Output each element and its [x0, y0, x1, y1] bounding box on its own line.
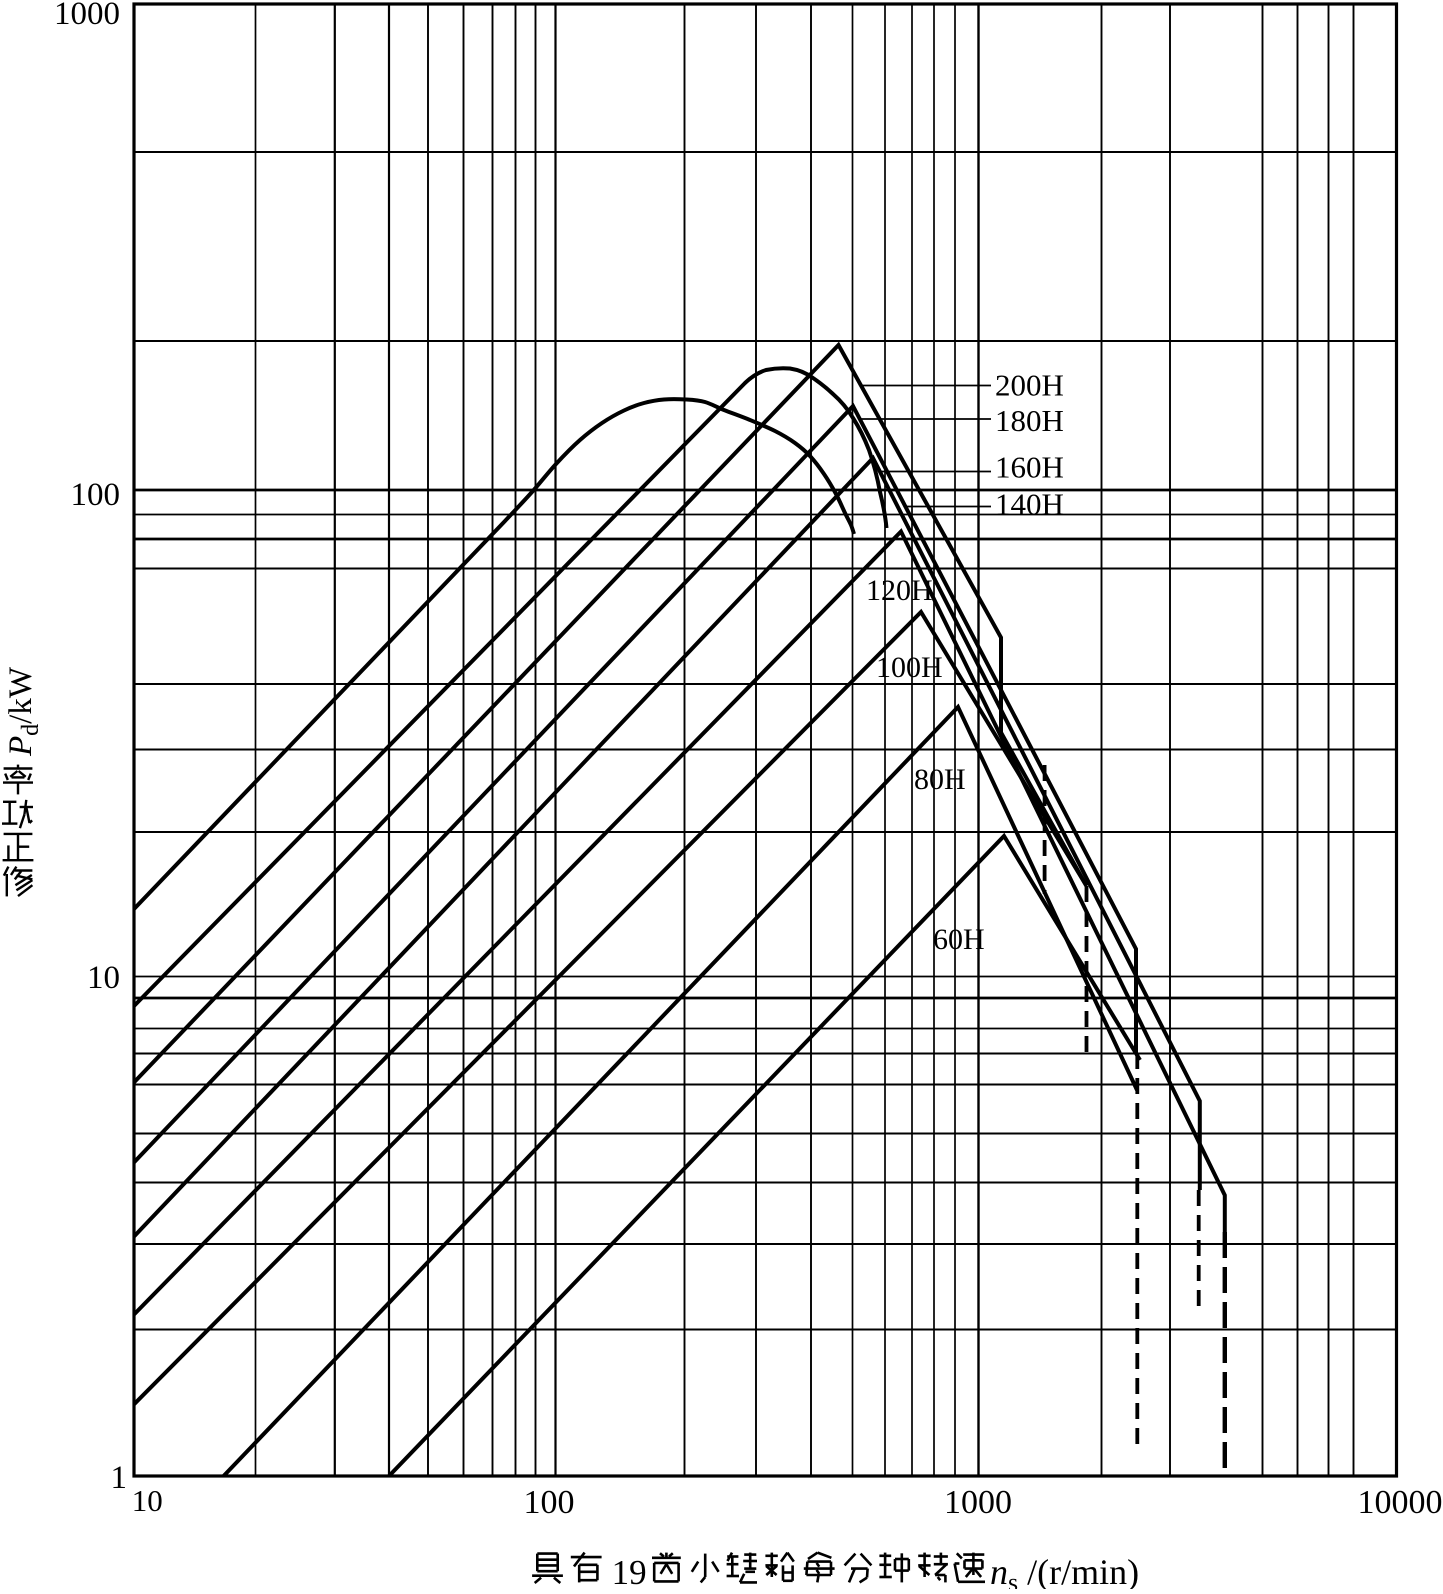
svg-text:ns /(r/min): ns /(r/min): [990, 1552, 1139, 1589]
svg-text:19: 19: [612, 1553, 647, 1589]
svg-text:10: 10: [87, 960, 120, 996]
svg-text:100: 100: [71, 477, 121, 513]
svg-text:80H: 80H: [914, 763, 966, 796]
svg-text:140H: 140H: [995, 487, 1064, 522]
svg-text:100: 100: [524, 1484, 575, 1521]
svg-text:Pd/kW: Pd/kW: [3, 666, 44, 757]
svg-text:1: 1: [111, 1460, 128, 1496]
svg-text:10000: 10000: [1358, 1484, 1443, 1521]
svg-text:1000: 1000: [54, 0, 120, 32]
svg-text:200H: 200H: [995, 368, 1064, 403]
svg-text:120H: 120H: [866, 574, 933, 607]
svg-text:10: 10: [132, 1483, 163, 1518]
svg-text:100H: 100H: [876, 651, 943, 684]
svg-text:160H: 160H: [995, 450, 1064, 485]
svg-text:180H: 180H: [995, 403, 1064, 438]
svg-text:60H: 60H: [933, 923, 985, 956]
svg-text:1000: 1000: [944, 1484, 1012, 1521]
